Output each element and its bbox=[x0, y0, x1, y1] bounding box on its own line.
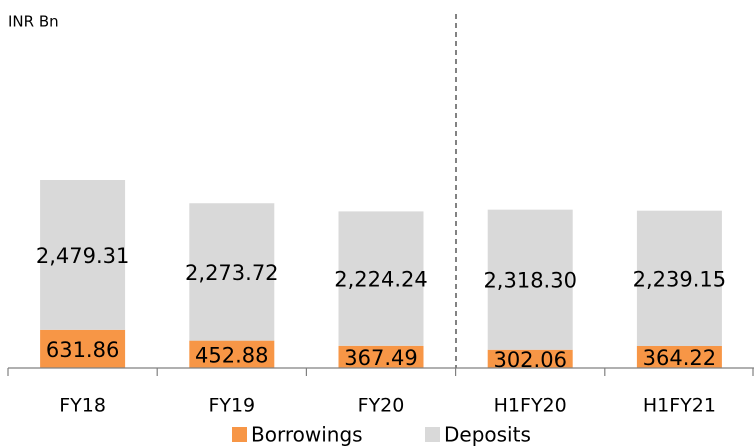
bar-segment bbox=[487, 349, 573, 368]
legend-label: Borrowings bbox=[251, 423, 363, 447]
data-label: 364.22 bbox=[643, 346, 716, 370]
bar-segment bbox=[189, 340, 275, 368]
bar-segment bbox=[338, 211, 424, 346]
data-label: 631.86 bbox=[46, 338, 119, 362]
data-label: 367.49 bbox=[344, 346, 417, 370]
data-label: 2,479.31 bbox=[36, 244, 130, 268]
bar-segment bbox=[487, 209, 573, 350]
x-tick-label: FY19 bbox=[208, 395, 255, 417]
bar-segment bbox=[338, 345, 424, 368]
bar-segment bbox=[40, 180, 126, 330]
x-tick-label: FY20 bbox=[358, 395, 405, 417]
data-label: 2,273.72 bbox=[185, 261, 279, 285]
x-tick-label: H1FY21 bbox=[643, 395, 716, 417]
data-label: 2,224.24 bbox=[334, 268, 428, 292]
x-tick-label: FY18 bbox=[59, 395, 106, 417]
bar-segment bbox=[189, 203, 275, 341]
data-label: 2,318.30 bbox=[483, 269, 577, 293]
bar-segment bbox=[40, 329, 126, 368]
unit-label: INR Bn bbox=[8, 13, 59, 31]
legend-swatch bbox=[425, 427, 440, 442]
data-label: 2,239.15 bbox=[633, 267, 727, 291]
legend-label: Deposits bbox=[444, 423, 531, 447]
bar-segment bbox=[636, 345, 722, 368]
bar-segment bbox=[636, 210, 722, 346]
data-label: 452.88 bbox=[195, 343, 268, 367]
legend-swatch bbox=[232, 427, 247, 442]
x-tick-label: H1FY20 bbox=[494, 395, 567, 417]
